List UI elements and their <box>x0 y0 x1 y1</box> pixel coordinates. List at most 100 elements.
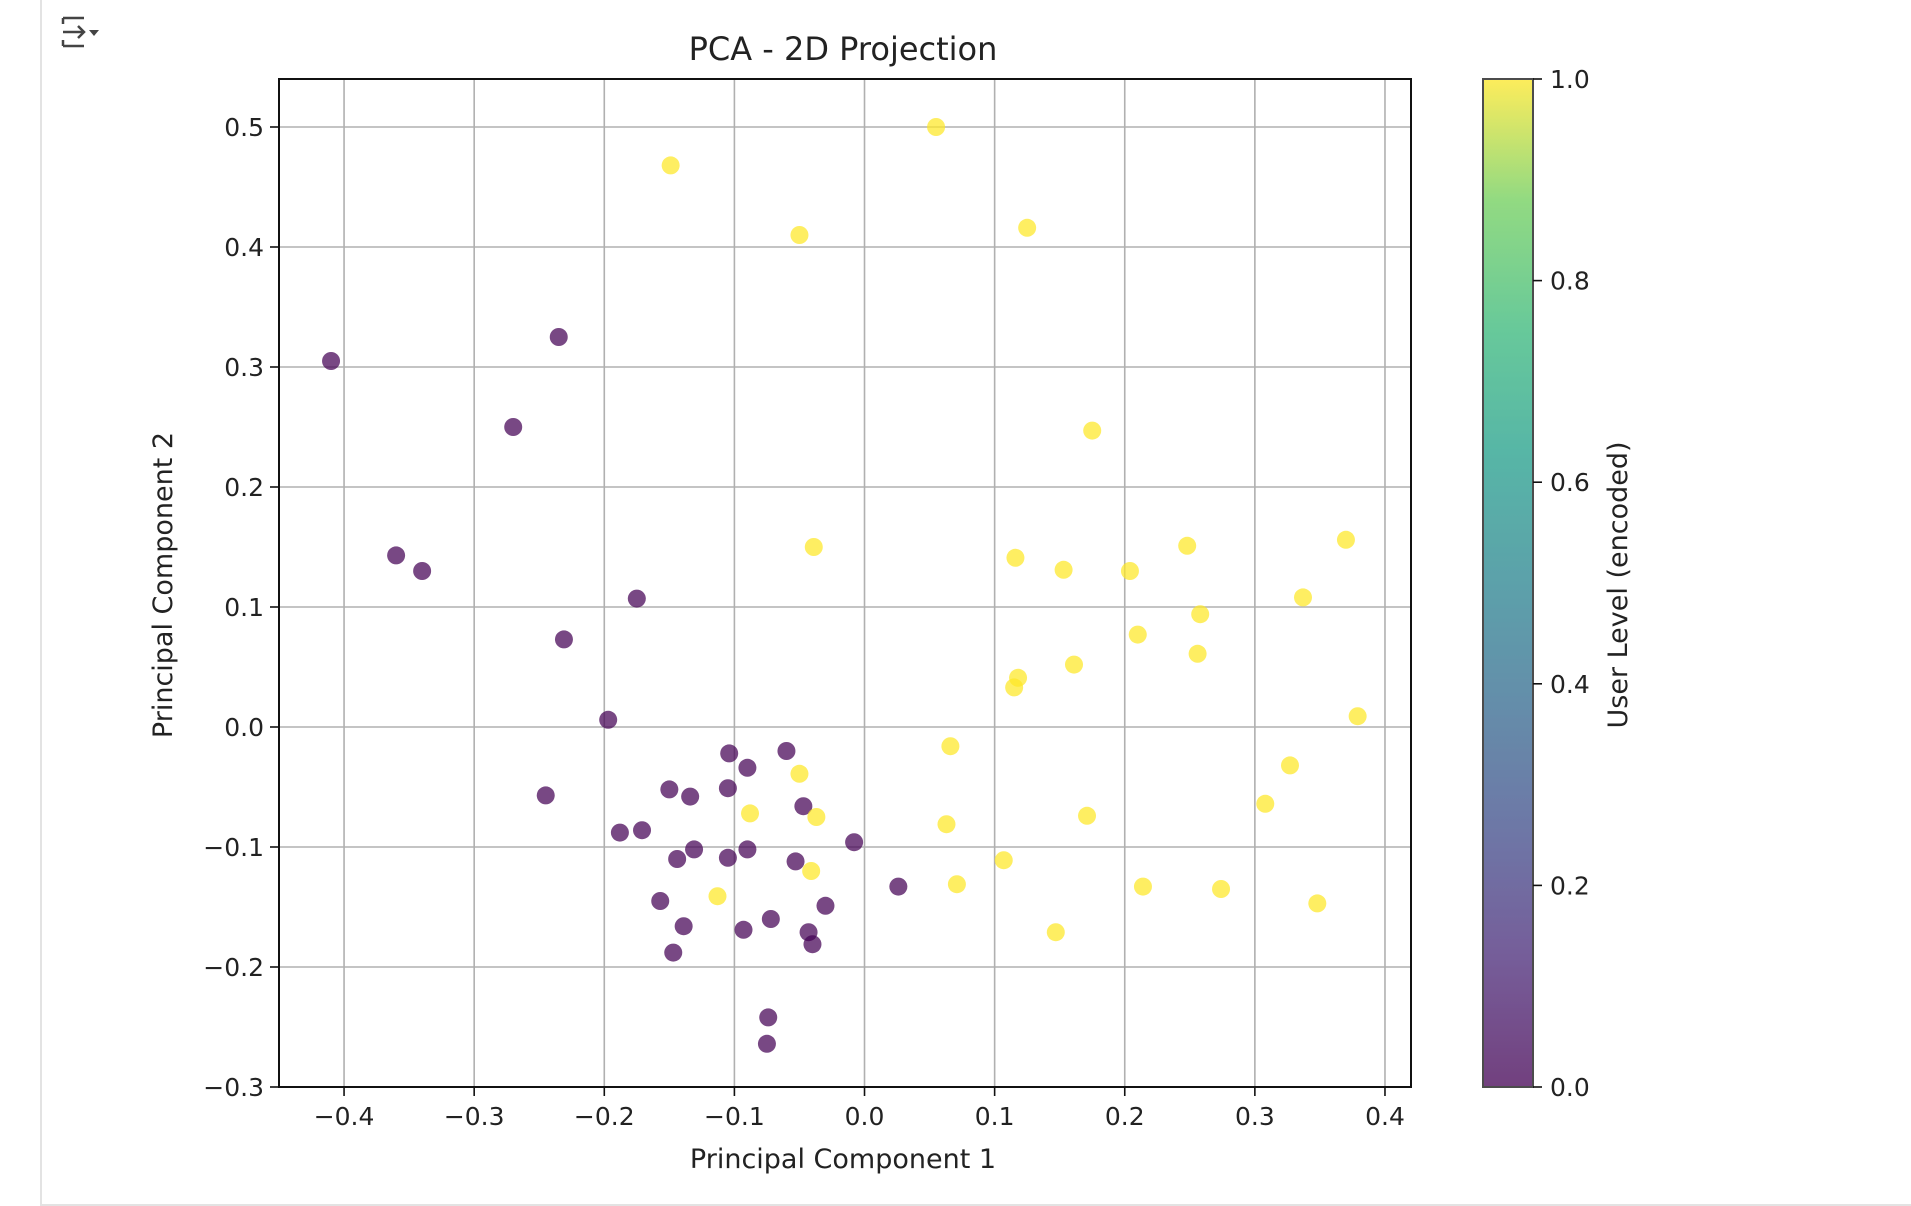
data-point-class-1 <box>1120 562 1139 580</box>
data-point-class-1 <box>790 764 809 783</box>
data-point-class-1 <box>708 887 727 906</box>
data-point-class-1 <box>1348 707 1367 726</box>
data-point-class-0 <box>681 787 700 806</box>
data-point-class-0 <box>759 1008 778 1027</box>
data-point-class-1 <box>1294 588 1313 607</box>
data-point-class-0 <box>718 848 737 867</box>
data-point-class-1 <box>790 226 809 244</box>
data-point-class-1 <box>741 804 760 823</box>
data-point-class-0 <box>718 779 737 798</box>
x-tick-label: 0.3 <box>1235 1102 1275 1131</box>
data-point-class-0 <box>803 935 822 954</box>
data-point-class-0 <box>816 896 835 915</box>
data-point-class-0 <box>549 328 568 346</box>
colorbar-tick-label: 0.6 <box>1550 468 1590 497</box>
colorbar-tick-label: 1.0 <box>1550 65 1590 94</box>
data-point-class-1 <box>1006 548 1025 567</box>
y-tick-label: 0.0 <box>224 713 264 742</box>
x-tick-label: −0.3 <box>444 1102 505 1131</box>
data-point-class-0 <box>651 892 670 910</box>
data-point-class-0 <box>627 589 646 608</box>
x-tick-label: 0.0 <box>845 1102 885 1131</box>
y-tick-label: 0.3 <box>224 353 264 382</box>
data-point-class-0 <box>504 418 523 436</box>
data-point-class-0 <box>536 786 555 805</box>
y-tick-label: 0.2 <box>224 473 264 502</box>
data-point-class-0 <box>322 352 341 370</box>
data-point-class-1 <box>1256 794 1275 813</box>
data-point-class-1 <box>1046 923 1065 942</box>
x-tick-label: 0.1 <box>975 1102 1015 1131</box>
data-point-class-1 <box>1336 530 1355 549</box>
data-point-class-0 <box>610 823 629 842</box>
data-point-class-1 <box>1178 536 1197 555</box>
data-point-class-1 <box>807 808 826 826</box>
data-point-class-0 <box>786 852 805 871</box>
data-point-class-0 <box>685 840 704 859</box>
data-point-class-1 <box>1133 877 1152 896</box>
data-point-class-1 <box>1065 655 1084 674</box>
data-point-class-0 <box>664 943 683 962</box>
data-point-class-0 <box>777 742 796 760</box>
data-point-class-1 <box>1018 218 1037 237</box>
data-point-class-1 <box>802 862 821 880</box>
y-axis-label: Principal Component 2 <box>148 432 179 738</box>
data-point-class-1 <box>1280 756 1299 775</box>
data-point-class-1 <box>1054 560 1073 579</box>
y-tick-label: −0.2 <box>203 953 264 982</box>
data-point-class-0 <box>889 877 908 896</box>
x-axis-ticks: −0.4 −0.3 −0.2 −0.1 0.0 0.1 0.2 0.3 0.4 <box>314 1087 1405 1131</box>
x-tick-label: 0.2 <box>1105 1102 1145 1131</box>
data-point-class-1 <box>1005 678 1024 697</box>
x-axis-label: Principal Component 1 <box>690 1144 996 1175</box>
data-point-class-1 <box>927 118 946 136</box>
data-point-class-0 <box>761 910 780 928</box>
data-point-class-0 <box>554 630 573 649</box>
data-point-class-0 <box>599 710 618 729</box>
data-point-class-1 <box>1308 894 1327 913</box>
data-point-class-1 <box>994 851 1013 870</box>
colorbar-label: User Level (encoded) <box>1603 441 1634 728</box>
data-point-class-1 <box>947 875 966 894</box>
colorbar <box>1482 78 1534 1088</box>
data-point-class-1 <box>1083 421 1102 440</box>
data-point-class-0 <box>413 562 432 580</box>
data-point-class-0 <box>668 850 687 868</box>
data-point-class-1 <box>1188 644 1207 663</box>
data-point-class-0 <box>720 744 739 763</box>
data-point-class-0 <box>633 821 652 840</box>
plot-frame <box>278 78 1412 1088</box>
chart-title: PCA - 2D Projection <box>689 30 998 68</box>
x-tick-label: −0.1 <box>704 1102 765 1131</box>
y-axis-ticks: −0.3 −0.2 −0.1 0.0 0.1 0.2 0.3 0.4 0.5 <box>203 113 279 1102</box>
x-tick-label: −0.4 <box>314 1102 375 1131</box>
data-point-class-1 <box>1191 605 1210 624</box>
data-point-class-1 <box>1078 806 1097 825</box>
data-point-class-1 <box>804 538 823 556</box>
output-collapse-icon[interactable] <box>58 12 106 54</box>
data-point-class-0 <box>794 797 813 816</box>
scatter-points <box>322 118 1367 1053</box>
cell-gutter <box>0 0 42 1206</box>
data-point-class-0 <box>387 546 406 565</box>
x-tick-label: 0.4 <box>1365 1102 1405 1131</box>
data-point-class-1 <box>937 815 956 834</box>
colorbar-tick-label: 0.4 <box>1550 670 1590 699</box>
data-point-class-0 <box>660 780 679 799</box>
data-point-class-0 <box>734 920 753 939</box>
data-point-class-1 <box>941 737 960 756</box>
data-point-class-0 <box>738 840 757 859</box>
y-tick-label: 0.4 <box>224 233 264 262</box>
y-tick-label: −0.3 <box>203 1073 264 1102</box>
y-tick-label: 0.1 <box>224 593 264 622</box>
colorbar-tick-label: 0.0 <box>1550 1073 1590 1102</box>
data-point-class-0 <box>674 917 693 936</box>
grid-lines <box>279 79 1411 1088</box>
data-point-class-1 <box>1128 625 1147 644</box>
data-point-class-1 <box>661 156 680 175</box>
y-tick-label: 0.5 <box>224 113 264 142</box>
y-tick-label: −0.1 <box>203 833 264 862</box>
x-tick-label: −0.2 <box>574 1102 635 1131</box>
colorbar-ticks: 0.0 0.2 0.4 0.6 0.8 1.0 <box>1533 65 1590 1102</box>
